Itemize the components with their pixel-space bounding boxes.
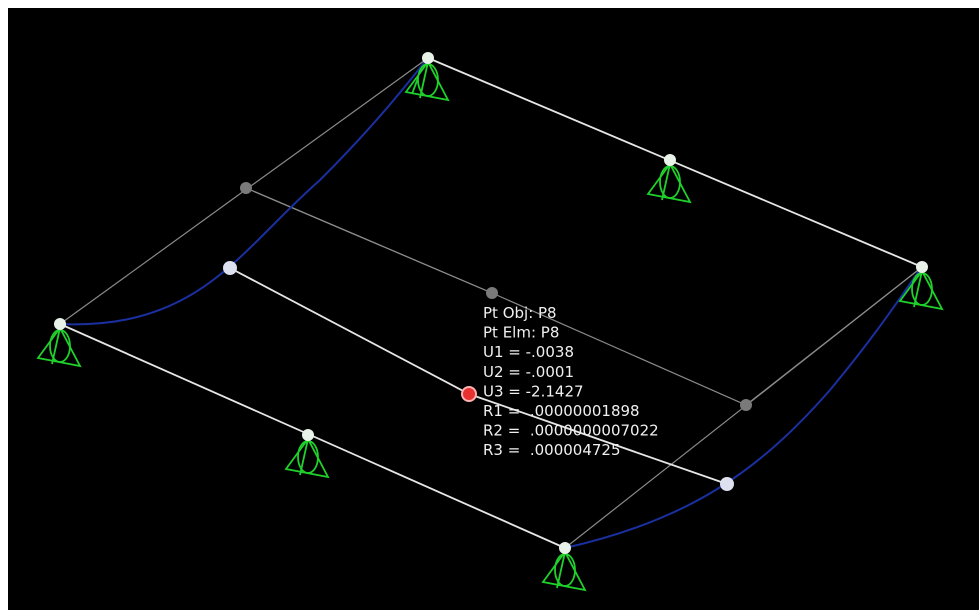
tooltip-line: R2 = .0000000007022 (483, 422, 659, 440)
tooltip-line: U2 = -.0001 (483, 363, 574, 381)
joint[interactable] (664, 154, 676, 166)
joint[interactable] (559, 542, 571, 554)
tooltip-line: R1 = .00000001898 (483, 402, 640, 420)
model-view: Pt Obj: P8 Pt Elm: P8U1 = -.0038 U2 = -.00… (0, 0, 979, 610)
joint[interactable] (916, 261, 928, 273)
page: Pt Obj: P8 Pt Elm: P8U1 = -.0038 U2 = -.00… (0, 0, 979, 610)
joint[interactable] (54, 318, 66, 330)
joint[interactable] (486, 287, 498, 299)
tooltip-line: Pt Elm: P8 (483, 324, 559, 342)
tooltip-line: Pt Obj: P8 (483, 304, 557, 322)
joint[interactable] (240, 182, 252, 194)
joint[interactable] (223, 261, 237, 275)
tooltip-line: R3 = .000004725 (483, 441, 621, 459)
selected-joint[interactable] (462, 387, 476, 401)
joint[interactable] (720, 477, 734, 491)
joint[interactable] (740, 399, 752, 411)
joint[interactable] (422, 52, 434, 64)
tooltip-line: U3 = -2.1427 (483, 382, 584, 400)
tooltip-line: U1 = -.0038 (483, 343, 574, 361)
joint[interactable] (302, 429, 314, 441)
